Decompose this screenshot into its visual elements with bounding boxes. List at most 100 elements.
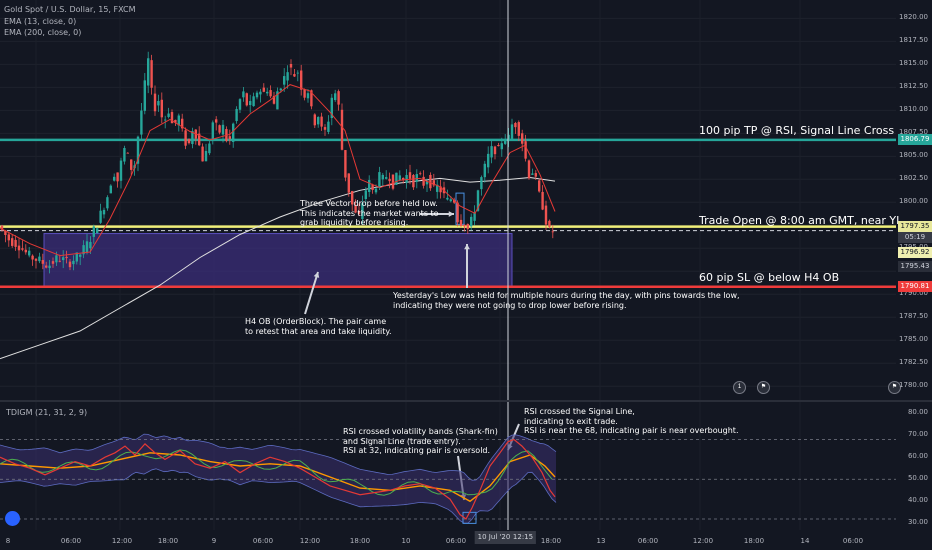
open-price-tag: 1797.35 (898, 221, 932, 233)
osc-tick: 40.00 (907, 496, 928, 505)
time-tick: 06:00 (637, 537, 659, 545)
candle-body (31, 255, 34, 260)
candle-body (296, 72, 299, 74)
price-tick: 1790.00 (899, 289, 928, 298)
candle-body (96, 228, 99, 234)
time-tick: 18:00 (743, 537, 765, 545)
candle-body (218, 125, 221, 133)
candle-body (232, 123, 235, 142)
h4-ob-arrow (304, 271, 319, 315)
candle-body (113, 176, 116, 181)
yesterday-low-note: Yesterday's Low was held for multiple ho… (393, 291, 740, 310)
last-price-tag: 1796.92 (898, 247, 932, 259)
time-tick: 12:00 (111, 537, 133, 545)
candle-body (310, 90, 313, 107)
candle-body (17, 245, 21, 251)
candle-body (215, 119, 218, 123)
candle-body (153, 93, 157, 112)
candle-body (187, 139, 191, 144)
price-tick: 1810.00 (899, 105, 928, 114)
candle-body (351, 191, 354, 205)
osc-tick: 80.00 (907, 408, 928, 417)
candle-body (419, 173, 422, 175)
candle-body (276, 91, 279, 110)
candle-body (14, 239, 17, 247)
ema13-legend: EMA (13, close, 0) (4, 17, 77, 26)
candle-body (279, 88, 282, 91)
candle-body (140, 110, 143, 135)
event-flag-icon[interactable]: ⚑ (888, 381, 901, 394)
candle-body (317, 117, 320, 125)
price-tick: 1785.00 (899, 335, 928, 344)
candle-body (541, 191, 544, 210)
candle-body (62, 257, 65, 261)
candle-body (347, 173, 350, 193)
candle-body (150, 60, 153, 88)
candle-body (136, 136, 140, 164)
time-tick: 8 (5, 537, 11, 545)
osc-tick: 60.00 (907, 452, 928, 461)
time-tick: 18:00 (540, 537, 562, 545)
candle-body (354, 205, 357, 213)
candle-body (534, 173, 537, 177)
candle-body (164, 119, 167, 121)
candle-body (408, 172, 412, 179)
time-tick: 06:00 (60, 537, 82, 545)
candle-body (385, 177, 388, 179)
candle-body (497, 145, 500, 147)
sl-price-tag: 1790.81 (898, 281, 932, 293)
candle-body (374, 188, 378, 193)
candle-body (340, 109, 344, 150)
candle-body (28, 250, 31, 256)
sl-label: 60 pip SL @ below H4 OB (699, 271, 840, 284)
price-tick: 1802.50 (899, 174, 928, 183)
candle-body (395, 172, 398, 185)
rsi-exit-note: RSI crossed the Signal Line, indicating … (524, 407, 739, 435)
price-axis[interactable]: 1820.00 1817.50 1815.00 1812.50 1810.00 1807.… (896, 0, 932, 550)
candle-body (235, 108, 238, 122)
candle-body (75, 252, 78, 262)
time-tick: 10 (401, 537, 411, 545)
candle-body (266, 91, 269, 94)
candle-body (323, 127, 327, 130)
candle-body (453, 199, 456, 203)
candle-body (293, 74, 296, 77)
candle-body (313, 114, 316, 126)
h4-ob-arrow-head (313, 272, 320, 278)
candle-body (548, 220, 551, 227)
candle-body (405, 174, 408, 183)
cursor-date-tag: 10 Jul '20 (474, 531, 514, 544)
trade-open-label: Trade Open @ 8:00 am GMT, near YL (699, 214, 903, 227)
osc-tick: 70.00 (907, 430, 928, 439)
candle-body (245, 93, 248, 106)
candle-body (99, 210, 102, 223)
candle-body (221, 124, 225, 135)
time-tick: 18:00 (157, 537, 179, 545)
candle-body (177, 115, 180, 126)
candle-body (490, 146, 493, 158)
volatility-band (0, 434, 556, 524)
candle-body (402, 177, 405, 180)
candle-body (483, 163, 486, 178)
candle-body (181, 118, 184, 129)
candle-body (51, 261, 55, 264)
candle-body (449, 199, 452, 202)
candle-body (357, 211, 361, 215)
candle-body (330, 97, 333, 119)
event-marker-icon[interactable]: 1 (733, 381, 746, 394)
candle-body (191, 131, 194, 145)
candle-body (371, 184, 374, 190)
candle-body (300, 70, 303, 90)
candle-body (289, 63, 293, 68)
candle-body (82, 245, 85, 255)
rsi-line (0, 438, 556, 520)
event-flag-icon[interactable]: ⚑ (757, 381, 770, 394)
ema200-legend: EMA (200, close, 0) (4, 28, 82, 37)
oscillator-title: TDIGM (21, 31, 2, 9) (6, 408, 88, 417)
candle-body (259, 91, 262, 95)
candle-body (327, 121, 330, 132)
yesterday-low-arrow-head (464, 244, 470, 250)
candle-body (116, 172, 119, 182)
candle-body (242, 91, 245, 98)
